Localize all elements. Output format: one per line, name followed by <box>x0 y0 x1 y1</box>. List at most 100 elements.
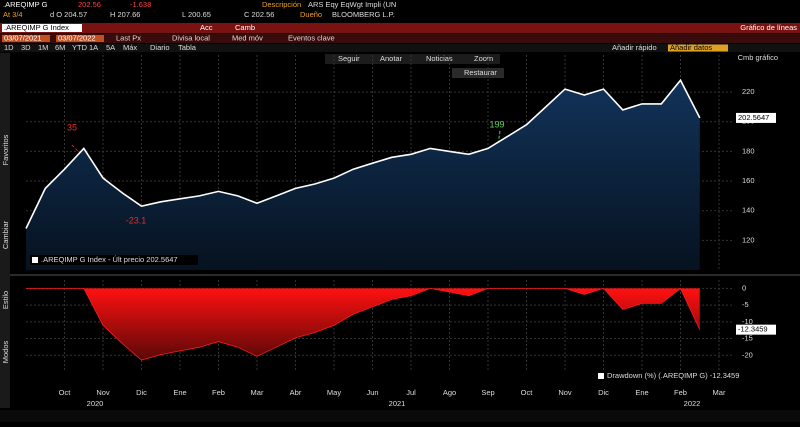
x-tick-label: Ago <box>443 388 456 397</box>
annotation: -23.1 <box>126 215 147 225</box>
high: H 207.66 <box>110 10 140 19</box>
x-tick-label: Dic <box>136 388 147 397</box>
sidebar <box>0 53 10 408</box>
period[interactable]: 1A <box>89 43 98 52</box>
change-btn[interactable]: Camb <box>235 23 255 32</box>
year-label: 2021 <box>389 399 406 408</box>
toolbar2-bg <box>0 34 800 43</box>
add-data-box[interactable] <box>668 44 728 52</box>
modes[interactable]: Modos <box>1 340 10 363</box>
price: 202.56 <box>78 0 101 9</box>
currency[interactable]: Divisa local <box>172 33 210 42</box>
period[interactable]: 1D <box>4 43 14 52</box>
x-tick-label: Feb <box>674 388 687 397</box>
y-tick-label: 180 <box>742 146 755 155</box>
zoom[interactable]: Zoom <box>474 54 493 63</box>
status-bar <box>0 410 800 422</box>
period[interactable]: YTD <box>72 43 88 52</box>
reset-box[interactable] <box>452 68 504 78</box>
owner: BLOOMBERG L.P. <box>332 10 395 19</box>
header-bg <box>0 0 800 22</box>
legend-bg <box>30 255 198 265</box>
x-tick-label: Sep <box>481 388 494 397</box>
ticker: .AREQIMP G <box>3 0 48 9</box>
desc-label: Descripción <box>262 0 301 9</box>
x-tick-label: May <box>327 388 341 397</box>
toolbar3-bg <box>0 44 800 52</box>
key-events[interactable]: Eventos clave <box>288 33 335 42</box>
legend: .AREQIMP G Index - Últ precio 202.5647 <box>41 255 178 264</box>
y-tick-label: -5 <box>742 300 749 309</box>
style[interactable]: Estilo <box>1 291 10 309</box>
toolbar-bg <box>0 23 800 33</box>
change-chart[interactable]: Cmb gráfico <box>738 53 778 62</box>
reset[interactable]: Restaurar <box>464 68 497 77</box>
close: C 202.56 <box>244 10 274 19</box>
period[interactable]: Máx <box>123 43 137 52</box>
frequency[interactable]: Diario <box>150 43 170 52</box>
period[interactable]: 1M <box>38 43 48 52</box>
y-tick-label: 220 <box>742 87 755 96</box>
last-tag <box>736 324 776 335</box>
at: At 3/4 <box>3 10 23 19</box>
security-box[interactable] <box>2 24 82 32</box>
last-tag <box>736 112 776 123</box>
chart-kind: Gráfico de líneas <box>740 23 797 32</box>
favorites[interactable]: Favoritos <box>1 134 10 165</box>
legend-bg <box>596 371 754 381</box>
actions[interactable]: Acc <box>200 23 213 32</box>
annotate[interactable]: Anotar <box>380 54 403 63</box>
legend-swatch <box>598 373 604 379</box>
x-tick-label: Jul <box>406 388 416 397</box>
x-tick-label: Feb <box>212 388 225 397</box>
x-tick-label: Jun <box>366 388 378 397</box>
table[interactable]: Tabla <box>178 43 197 52</box>
security[interactable]: .AREQIMP G Index <box>4 23 69 32</box>
y-tick-label: 120 <box>742 235 755 244</box>
y-tick-label: -15 <box>742 334 753 343</box>
start-date[interactable]: 03/07/2021 <box>4 33 42 42</box>
y-tick-label: 0 <box>742 283 746 292</box>
follow[interactable]: Seguir <box>338 54 360 63</box>
add-data[interactable]: Añadir datos <box>670 43 712 52</box>
period[interactable]: 6M <box>55 43 65 52</box>
field[interactable]: Last Px <box>116 33 141 42</box>
series-line <box>25 78 701 229</box>
area-fill <box>26 80 700 270</box>
y-tick-label: -20 <box>742 350 753 359</box>
legend: Drawdown (%) (.AREQIMP G) -12.3459 <box>607 371 739 380</box>
x-tick-label: Dic <box>598 388 609 397</box>
change-side[interactable]: Cambiar <box>1 220 10 249</box>
y-tick-label: 160 <box>742 176 755 185</box>
period[interactable]: 5A <box>106 43 115 52</box>
x-tick-label: Oct <box>521 388 534 397</box>
x-tick-label: Nov <box>96 388 110 397</box>
year-label: 2020 <box>87 399 104 408</box>
legend-swatch <box>32 257 38 263</box>
x-tick-label: Nov <box>558 388 572 397</box>
y-tick-label: -10 <box>742 317 753 326</box>
start-box[interactable] <box>2 35 50 42</box>
news[interactable]: Noticias <box>426 54 453 63</box>
x-tick-label: Abr <box>290 388 302 397</box>
open: d O 204.57 <box>50 10 87 19</box>
period[interactable]: 3D <box>21 43 31 52</box>
quick-add[interactable]: Añadir rápido <box>612 43 657 52</box>
last-label: -12.3459 <box>738 325 768 334</box>
last-label: 202.5647 <box>738 113 769 122</box>
end-date[interactable]: 03/07/2022 <box>58 33 96 42</box>
annotation: 199 <box>489 119 504 129</box>
low: L 200.65 <box>182 10 211 19</box>
x-tick-label: Mar <box>713 388 726 397</box>
x-tick-label: Mar <box>251 388 264 397</box>
owner-label: Dueño <box>300 10 322 19</box>
x-tick-label: Ene <box>173 388 186 397</box>
area-fill <box>26 288 700 360</box>
x-tick-label: Ene <box>635 388 648 397</box>
moving-avg[interactable]: Med móv <box>232 33 263 42</box>
year-label: 2022 <box>684 399 701 408</box>
end-box[interactable] <box>56 35 104 42</box>
series-line <box>26 287 701 361</box>
